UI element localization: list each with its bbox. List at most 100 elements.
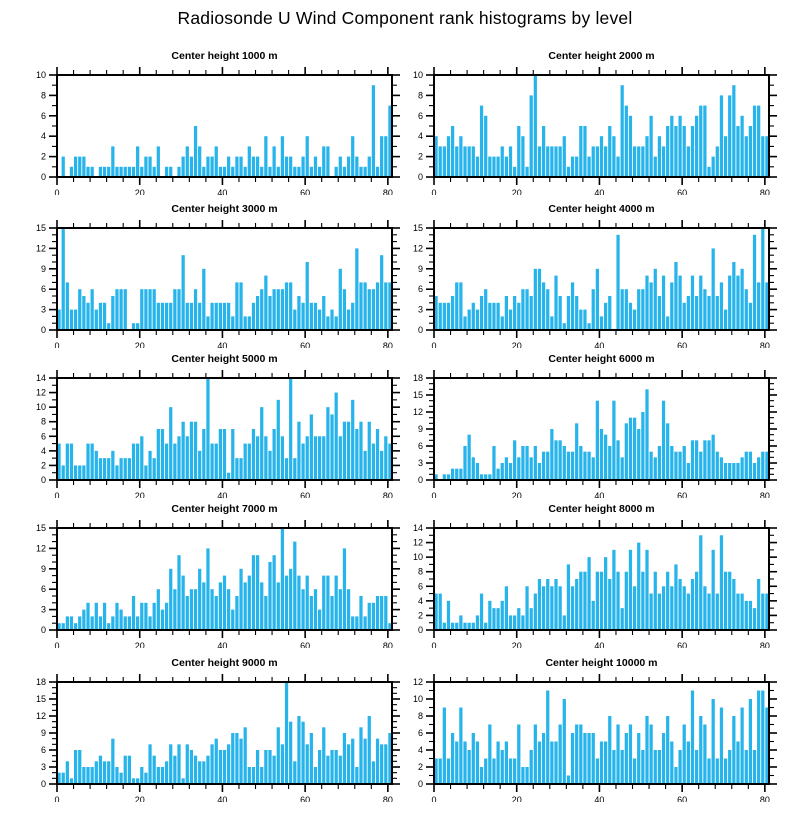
bar (131, 323, 136, 330)
bar (251, 767, 256, 784)
subplot-7000m: 0 20 40 60 80 0 3 6 9 12 15 Center height 7000 m (10, 498, 400, 651)
bar (202, 761, 206, 784)
bar (446, 474, 451, 480)
x-tick-label: 0 (54, 795, 59, 802)
bar (566, 564, 571, 630)
bar (736, 126, 740, 177)
bar (264, 275, 268, 330)
x-tick-label: 60 (300, 341, 310, 348)
bar (719, 535, 724, 630)
bar (653, 457, 657, 480)
bar (757, 690, 761, 784)
bar (471, 146, 475, 177)
bar (765, 282, 769, 330)
subplot-3000m: 0 20 40 60 80 0 3 6 9 12 15 Center height 3000 m (10, 198, 400, 351)
bar (338, 755, 342, 784)
bar (757, 105, 761, 177)
bar (550, 316, 554, 330)
bar (442, 707, 446, 784)
bar (144, 465, 148, 480)
bar (604, 741, 608, 784)
bar (649, 115, 653, 177)
bar (371, 443, 376, 480)
bar (86, 302, 90, 330)
x-tick-label: 20 (135, 795, 145, 802)
subplot-title: Center height 3000 m (171, 203, 277, 215)
bar (666, 716, 670, 784)
bar (666, 316, 670, 330)
bar (707, 440, 711, 480)
subplot-title: Center height 2000 m (548, 50, 654, 62)
bar (500, 750, 504, 784)
bar (380, 450, 384, 480)
bar (566, 166, 571, 177)
bar (346, 156, 351, 177)
bar (119, 289, 123, 330)
bar (82, 767, 86, 784)
bar (119, 609, 123, 630)
bar (255, 296, 260, 330)
bar (247, 767, 251, 784)
bar (102, 761, 107, 784)
bar (239, 738, 243, 784)
bar (645, 549, 649, 630)
bar (218, 166, 222, 177)
bar (239, 282, 243, 330)
bar (289, 282, 293, 330)
bar (322, 575, 326, 630)
subplot-title: Center height 10000 m (545, 657, 657, 669)
bar (678, 451, 682, 480)
bar (152, 289, 156, 330)
x-tick-label: 40 (217, 491, 227, 498)
bar (517, 724, 521, 784)
bar (346, 421, 351, 480)
bar (144, 289, 148, 330)
x-tick-label: 0 (54, 188, 59, 195)
bar (587, 323, 591, 330)
bar (744, 289, 748, 330)
bar (537, 463, 542, 480)
bar (562, 699, 566, 784)
bar (558, 586, 562, 630)
bar (736, 275, 740, 330)
bar (695, 440, 699, 480)
y-tick-label: 10 (36, 70, 46, 80)
bar (284, 282, 289, 330)
x-tick-label: 20 (512, 641, 522, 648)
bar (450, 126, 455, 177)
bar (247, 443, 251, 480)
y-tick-label: 15 (413, 390, 423, 400)
bar (591, 457, 595, 480)
bar (86, 767, 90, 784)
bar (388, 443, 392, 480)
y-tick-label: 0 (41, 779, 46, 789)
figure-title: Radiosonde U Wind Component rank histogr… (177, 8, 633, 28)
bar (272, 289, 276, 330)
bar (732, 579, 736, 630)
bar (728, 750, 732, 784)
bar (690, 690, 695, 784)
bar (293, 166, 297, 177)
x-tick-label: 20 (512, 341, 522, 348)
bar (744, 451, 748, 480)
bar (711, 156, 715, 177)
subplot-10000m: 0 20 40 60 80 0 2 4 6 8 10 12 Center height 10000 m (387, 652, 777, 805)
bar (136, 443, 140, 480)
bar (160, 302, 165, 330)
bar (82, 609, 86, 630)
y-tick-label: 12 (413, 677, 423, 687)
bar (649, 451, 653, 480)
bar (719, 95, 724, 177)
bar (115, 465, 119, 480)
subplot-9000m: 0 20 40 60 80 0 3 6 9 12 15 18 Center height 9000 m (10, 652, 400, 805)
bar (123, 616, 127, 630)
x-tick-label: 20 (135, 188, 145, 195)
bar (318, 309, 322, 330)
bar (61, 465, 65, 480)
bar (322, 146, 326, 177)
bar (65, 761, 69, 784)
bar (723, 758, 728, 784)
bar (624, 289, 628, 330)
bar (355, 616, 359, 630)
bar (595, 758, 599, 784)
